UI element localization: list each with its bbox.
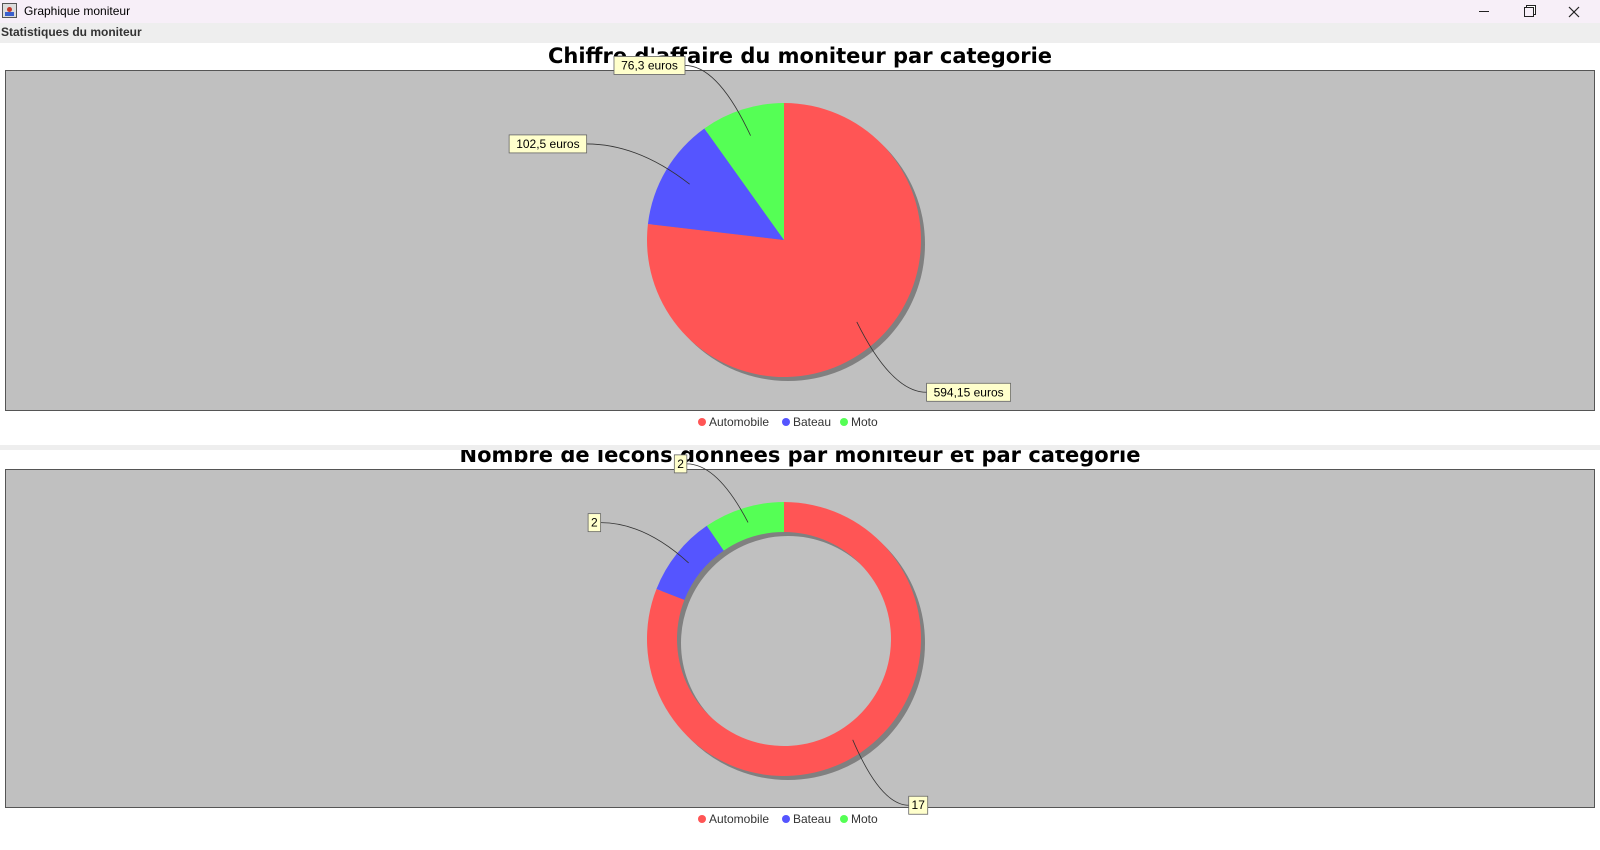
legend-marker: [698, 418, 706, 426]
leader-line: [600, 522, 689, 564]
legend-item-automobile: Automobile: [698, 812, 769, 826]
label-text: 76,3 euros: [621, 58, 678, 72]
slice-moto[interactable]: [706, 502, 784, 551]
label-text: 2: [677, 457, 684, 471]
label-box: [587, 513, 602, 533]
lessons-donut-svg: Nombre de lecons données par moniteur et…: [5, 450, 1595, 826]
window-titlebar: Graphique moniteur: [0, 0, 1600, 23]
minimize-icon: [1479, 11, 1489, 12]
panel-header: Statistiques du moniteur: [0, 23, 1600, 43]
close-button[interactable]: [1551, 0, 1597, 23]
legend-marker: [782, 418, 790, 426]
label-box: [908, 795, 929, 815]
lessons-donut-chart: Nombre de lecons données par moniteur et…: [0, 450, 1600, 850]
legend: Automobile Bateau Moto: [698, 415, 878, 429]
slice-label-bateau: 102,5 euros: [508, 134, 690, 185]
legend-item-automobile: Automobile: [698, 415, 769, 429]
leader-line: [586, 143, 690, 185]
revenue-pie-chart: Chiffre d'affaire du moniteur par catego…: [0, 43, 1600, 445]
panel-divider: [0, 445, 1600, 450]
revenue-pie-svg: Chiffre d'affaire du moniteur par catego…: [5, 44, 1595, 429]
slice-label-moto: 2: [673, 454, 749, 523]
leader-line: [684, 65, 751, 136]
legend-marker: [698, 815, 706, 823]
legend-item-bateau: Bateau: [782, 812, 831, 826]
legend-item-bateau: Bateau: [782, 415, 831, 429]
window-title: Graphique moniteur: [24, 4, 131, 18]
pie-layer: 594,15 euros 102,5 euros 76,3 euros: [508, 56, 1012, 402]
slice-moto[interactable]: [704, 103, 784, 240]
chart-title: Nombre de lecons données par moniteur et…: [460, 450, 1141, 467]
legend-label: Moto: [851, 415, 878, 429]
leader-line: [686, 463, 749, 523]
maximize-button[interactable]: [1506, 0, 1552, 23]
label-text: 102,5 euros: [516, 137, 579, 151]
legend-label: Bateau: [793, 415, 831, 429]
panel-title: Statistiques du moniteur: [1, 25, 142, 39]
slice-bateau[interactable]: [647, 128, 784, 240]
app-icon[interactable]: [2, 3, 17, 18]
label-box: [673, 454, 688, 474]
legend-marker: [782, 815, 790, 823]
close-icon: [1568, 6, 1580, 17]
label-text: 2: [591, 516, 598, 530]
label-box: [508, 134, 588, 154]
label-text: 594,15 euros: [934, 385, 1004, 399]
slice-label-bateau: 2: [587, 513, 689, 564]
legend-label: Moto: [851, 812, 878, 826]
legend-label: Automobile: [709, 812, 769, 826]
label-box: [613, 56, 686, 75]
slice-bateau[interactable]: [656, 525, 724, 600]
label-box: [926, 382, 1012, 402]
legend-label: Automobile: [709, 415, 769, 429]
leader-line: [856, 321, 927, 393]
legend-label: Bateau: [793, 812, 831, 826]
slice-label-automobile: 594,15 euros: [856, 321, 1012, 402]
leader-line: [852, 739, 909, 806]
legend-item-moto: Moto: [840, 415, 878, 429]
legend: Automobile Bateau Moto: [698, 812, 878, 826]
slice-label-moto: 76,3 euros: [613, 56, 751, 136]
legend-item-moto: Moto: [840, 812, 878, 826]
legend-marker: [840, 418, 848, 426]
minimize-button[interactable]: [1461, 0, 1507, 23]
maximize-icon: [1524, 6, 1534, 17]
legend-marker: [840, 815, 848, 823]
label-text: 17: [912, 798, 926, 812]
slice-label-automobile: 17: [852, 739, 929, 815]
